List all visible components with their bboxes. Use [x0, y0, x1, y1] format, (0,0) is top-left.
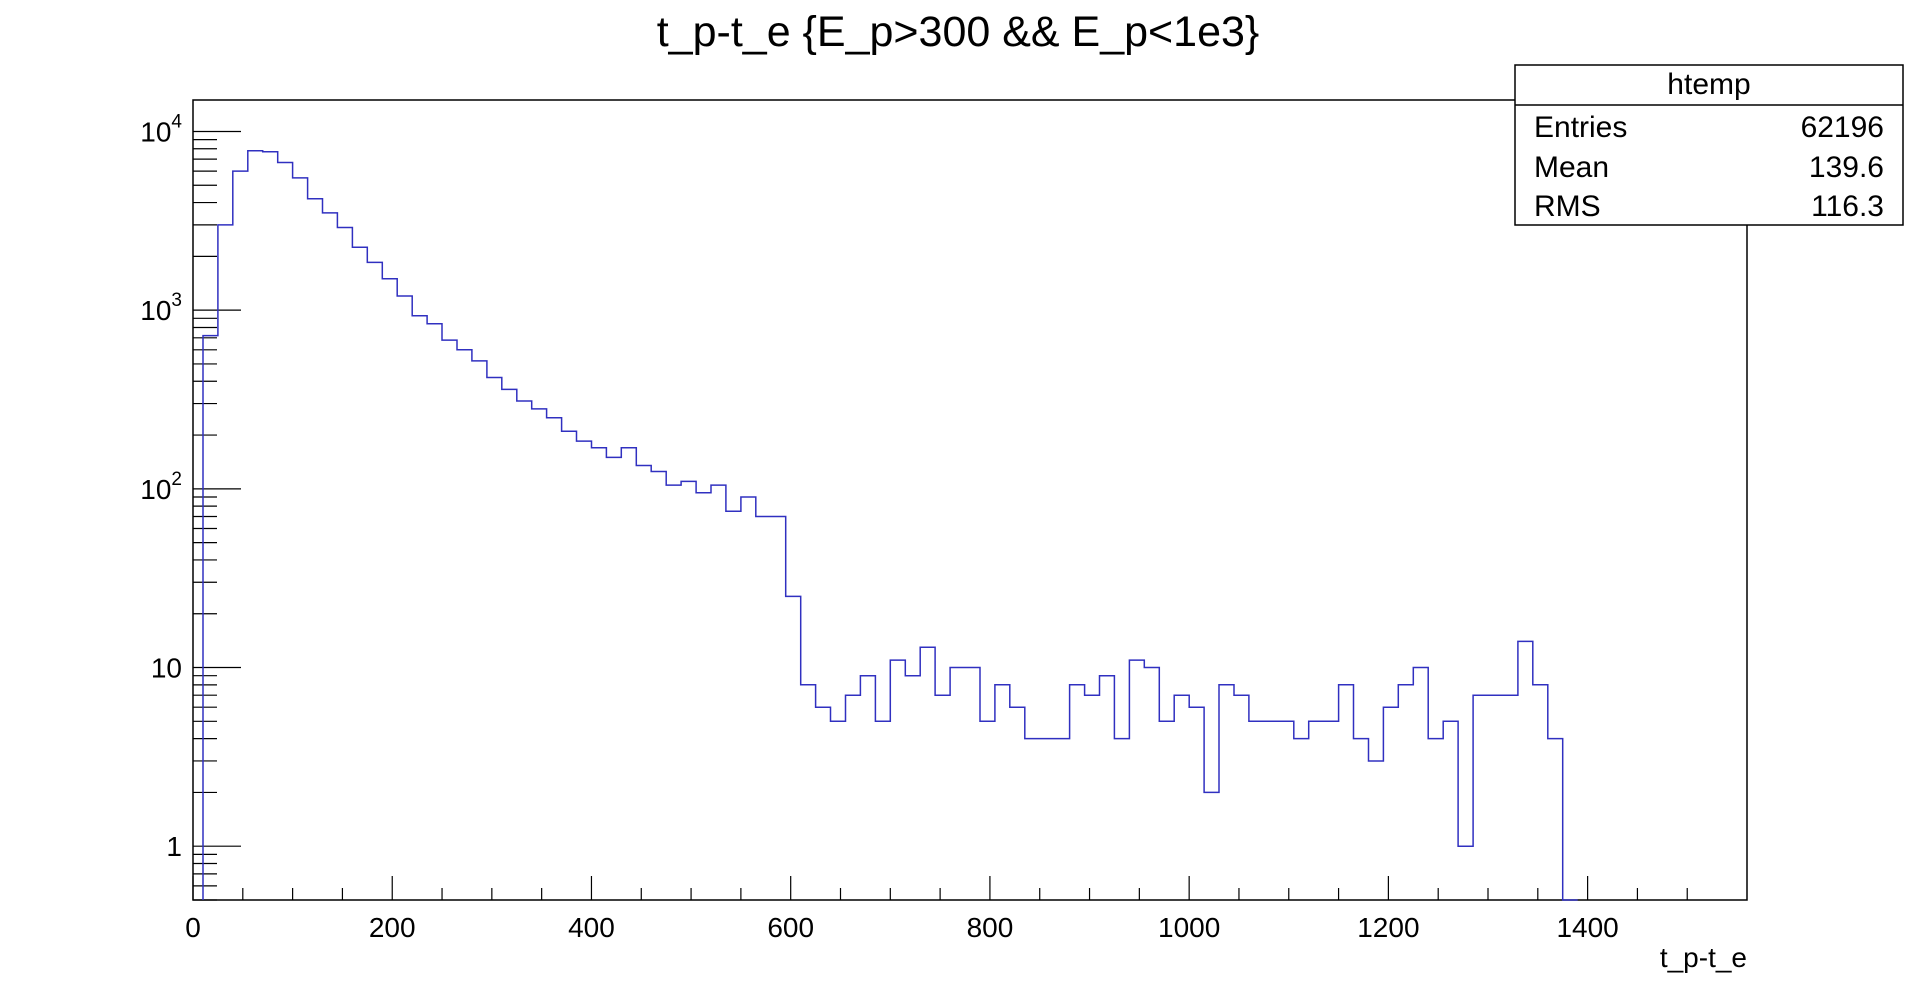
y-tick-label: 104 [140, 111, 182, 147]
x-axis-title: t_p-t_e [1660, 942, 1747, 973]
stats-box: htemp Entries 62196 Mean 139.6 RMS 116.3 [1514, 64, 1904, 226]
chart-title: t_p-t_e {E_p>300 && E_p<1e3} [657, 8, 1260, 56]
stats-box-frame [1514, 64, 1904, 226]
y-tick-label: 10 [151, 653, 182, 684]
x-tick-label: 1200 [1357, 912, 1419, 943]
histogram-series-line [202, 149, 1578, 901]
plot-frame [192, 99, 1748, 901]
stats-rms-label: RMS [1534, 190, 1601, 223]
axis-tick-labels: 0 200 400 600 800 1000 1200 1400 1 10 102 103 104 [140, 111, 1618, 943]
stats-mean-value: 139.6 [1809, 151, 1884, 184]
stats-box-title: htemp [1667, 68, 1750, 101]
x-tick-label: 200 [369, 912, 416, 943]
stats-mean-label: Mean [1534, 151, 1609, 184]
y-tick-label: 102 [140, 469, 182, 505]
x-tick-label: 400 [568, 912, 615, 943]
stats-entries-value: 62196 [1801, 111, 1884, 144]
y-tick-label: 1 [166, 831, 182, 862]
stats-rms-value: 116.3 [1811, 190, 1884, 223]
x-tick-label: 1400 [1556, 912, 1618, 943]
stats-entries-label: Entries [1534, 111, 1627, 144]
x-tick-label: 600 [767, 912, 814, 943]
axis-ticks [192, 130, 1688, 901]
y-tick-label: 103 [140, 290, 182, 326]
x-tick-label: 0 [185, 912, 201, 943]
x-tick-label: 1000 [1158, 912, 1220, 943]
x-tick-label: 800 [967, 912, 1014, 943]
